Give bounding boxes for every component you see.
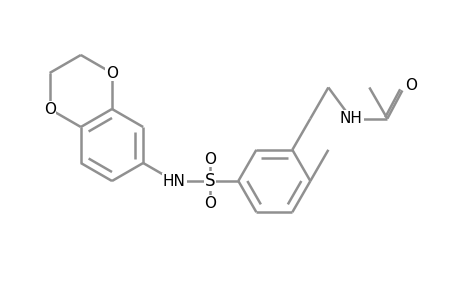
Text: O: O	[204, 152, 216, 166]
Text: O: O	[44, 101, 56, 116]
Text: O: O	[204, 196, 216, 211]
Text: O: O	[106, 65, 118, 80]
Text: NH: NH	[339, 111, 362, 126]
Text: S: S	[205, 172, 215, 190]
Text: O: O	[404, 78, 416, 93]
Text: HN: HN	[162, 173, 185, 188]
